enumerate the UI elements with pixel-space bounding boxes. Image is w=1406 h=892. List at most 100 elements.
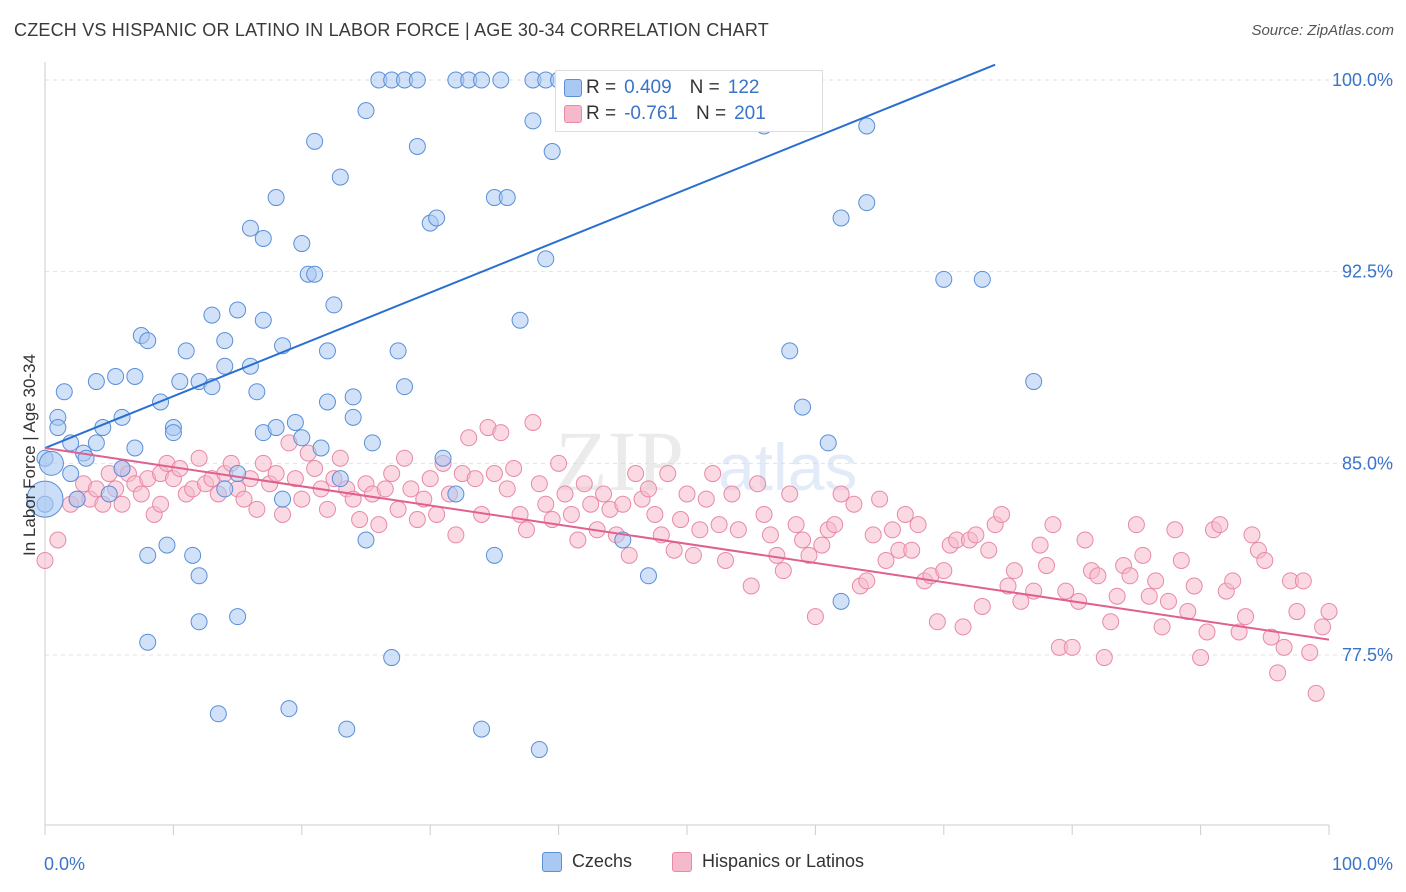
hispanic-point	[575, 475, 593, 493]
czech-point	[241, 357, 259, 375]
hispanic-point	[530, 475, 548, 493]
hispanic-point	[331, 449, 349, 467]
hispanic-point	[248, 500, 266, 518]
czech-point	[473, 720, 491, 738]
hispanic-point	[582, 495, 600, 513]
hispanic-point	[967, 526, 985, 544]
czech-point	[177, 342, 195, 360]
x-tick-label-right: 100.0%	[1332, 854, 1393, 874]
hispanic-point	[620, 546, 638, 564]
hispanic-point	[781, 485, 799, 503]
n-value-hispanics: 201	[734, 103, 766, 124]
hispanic-point	[1320, 603, 1338, 621]
czech-point	[485, 546, 503, 564]
hispanic-point	[562, 505, 580, 523]
czech-point	[363, 434, 381, 452]
czech-point	[62, 465, 80, 483]
hispanic-point	[1166, 521, 1184, 539]
czech-point	[171, 373, 189, 391]
czech-point	[331, 168, 349, 186]
hispanic-point	[569, 531, 587, 549]
czech-point	[87, 373, 105, 391]
hispanic-point	[1044, 516, 1062, 534]
hispanic-point	[370, 516, 388, 534]
hispanic-point	[710, 516, 728, 534]
czech-point	[241, 219, 259, 237]
czech-point	[190, 567, 208, 585]
hispanic-point	[389, 500, 407, 518]
n-label: N =	[689, 77, 720, 98]
hispanic-point	[1192, 649, 1210, 667]
hispanic-point	[595, 485, 613, 503]
hispanic-point	[1108, 587, 1126, 605]
czech-point	[357, 531, 375, 549]
hispanic-point	[794, 531, 812, 549]
czech-point-large	[26, 480, 64, 518]
hispanic-point	[1127, 516, 1145, 534]
watermark-zip: ZIP	[555, 413, 684, 509]
axes	[44, 62, 1330, 835]
czech-point	[190, 613, 208, 631]
czech-point	[318, 393, 336, 411]
legend-item-czechs: Czechs	[541, 851, 632, 872]
czech-point	[396, 378, 414, 396]
r-label: R =	[586, 77, 617, 98]
czech-point	[126, 439, 144, 457]
hispanic-point	[646, 505, 664, 523]
czech-point	[537, 250, 555, 268]
hispanic-point	[466, 470, 484, 488]
hispanic-point	[704, 465, 722, 483]
hispanic-point	[614, 495, 632, 513]
y-tick-label: 100.0%	[1332, 70, 1393, 90]
czech-point	[819, 434, 837, 452]
czech-point	[408, 71, 426, 89]
hispanic-point	[1288, 603, 1306, 621]
hispanic-point	[1005, 562, 1023, 580]
czech-point	[530, 741, 548, 759]
hispanic-point	[761, 526, 779, 544]
czech-point	[49, 419, 67, 437]
chart-title: CZECH VS HISPANIC OR LATINO IN LABOR FOR…	[14, 20, 769, 40]
hispanic-point	[318, 500, 336, 518]
bottom-legend: Czechs Hispanics or Latinos	[0, 851, 1406, 872]
czech-point	[794, 398, 812, 416]
hispanic-point	[935, 562, 953, 580]
hispanic-point	[36, 551, 54, 569]
hispanic-point	[518, 521, 535, 539]
hispanic-point	[293, 490, 311, 508]
czech-point	[280, 700, 298, 718]
hispanic-point	[877, 551, 895, 569]
czech-point	[216, 357, 234, 375]
hispanic-point	[1301, 643, 1319, 661]
hispanic-point	[845, 495, 863, 513]
stats-legend: R = 0.409 N = 122 R = -0.761 N = 201	[555, 70, 823, 132]
hispanic-point	[1275, 638, 1293, 656]
czech-point	[408, 137, 426, 155]
n-label: N =	[695, 103, 727, 124]
hispanic-point	[864, 526, 882, 544]
czech-point	[254, 311, 272, 329]
hispanic-point	[980, 541, 998, 559]
hispanic-point	[928, 613, 946, 631]
hispanic-point	[556, 485, 574, 503]
czech-point	[229, 465, 247, 483]
hispanic-point	[1102, 613, 1120, 631]
czech-legend-swatch	[541, 851, 562, 872]
hispanic-point	[460, 429, 478, 447]
hispanic-point	[672, 511, 690, 529]
czech-point	[357, 102, 375, 120]
czech-point	[139, 633, 157, 651]
hispanic-point	[505, 459, 523, 477]
czech-point	[614, 531, 632, 549]
czech-point	[781, 342, 799, 360]
hispanic-point	[113, 495, 131, 513]
x-tick-label-left: 0.0%	[44, 854, 85, 874]
czech-point	[447, 485, 465, 503]
czech-point	[139, 332, 157, 350]
hispanic-point	[190, 449, 208, 467]
hispanic-point	[1076, 531, 1094, 549]
hispanic-point	[1160, 592, 1177, 610]
czech-point	[306, 132, 324, 150]
hispanic-point	[768, 546, 786, 564]
